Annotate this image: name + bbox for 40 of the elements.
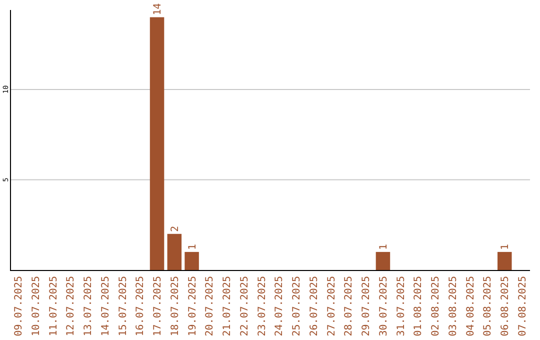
x-tick-label: 25.07.2025 xyxy=(292,276,303,336)
data-label: 2 xyxy=(170,226,181,232)
x-tick-label: 17.07.2025 xyxy=(152,276,164,336)
bar xyxy=(184,252,199,270)
x-tick-label: 13.07.2025 xyxy=(83,276,94,336)
x-tick-label: 14.07.2025 xyxy=(100,276,112,336)
x-tick-label: 21.07.2025 xyxy=(222,276,234,336)
x-tick-label: 22.07.2025 xyxy=(239,276,250,336)
data-label: 1 xyxy=(500,244,512,250)
x-tick-label: 20.07.2025 xyxy=(204,276,216,336)
x-tick-label: 24.07.2025 xyxy=(274,276,286,336)
x-tick-label: 29.07.2025 xyxy=(361,276,372,336)
x-tick-label: 30.07.2025 xyxy=(378,276,390,336)
x-tick-label: 18.07.2025 xyxy=(170,276,181,336)
x-tick-label: 01.08.2025 xyxy=(413,276,424,336)
x-tick-label: 06.08.2025 xyxy=(500,276,512,336)
x-tick-label: 05.08.2025 xyxy=(482,276,494,336)
x-tick-label: 31.07.2025 xyxy=(396,276,407,336)
bar xyxy=(167,234,182,270)
data-label: 14 xyxy=(152,3,164,16)
x-tick-label: 07.08.2025 xyxy=(518,276,529,336)
bar xyxy=(376,252,390,270)
x-tick-label: 27.07.2025 xyxy=(326,276,338,336)
x-tick-label: 12.07.2025 xyxy=(66,276,77,336)
x-tick-label: 19.07.2025 xyxy=(187,276,198,336)
bar xyxy=(498,252,512,270)
x-tick-label: 04.08.2025 xyxy=(465,276,476,336)
x-tick-label: 28.07.2025 xyxy=(344,276,355,336)
bar xyxy=(150,17,164,270)
x-tick-label: 02.08.2025 xyxy=(430,276,442,336)
x-tick-label: 10.07.2025 xyxy=(30,276,42,336)
x-tick-label: 26.07.2025 xyxy=(308,276,320,336)
x-tick-label: 09.07.2025 xyxy=(13,276,24,336)
x-tick-label: 16.07.2025 xyxy=(135,276,146,336)
x-tick-label: 03.08.2025 xyxy=(448,276,459,336)
x-tick-label: 11.07.2025 xyxy=(48,276,60,336)
data-label: 1 xyxy=(187,244,198,250)
data-label: 1 xyxy=(378,244,390,250)
x-tick-label: 15.07.2025 xyxy=(118,276,129,336)
x-tick-label: 23.07.2025 xyxy=(256,276,268,336)
